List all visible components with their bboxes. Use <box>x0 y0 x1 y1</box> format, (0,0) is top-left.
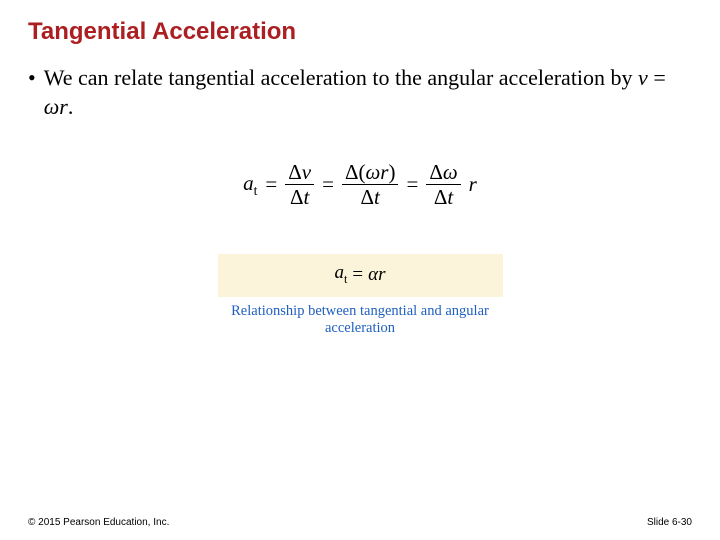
frac-3: Δω Δt <box>426 161 460 208</box>
var-omega-2: ω <box>443 160 458 184</box>
var-r-trail: r <box>469 172 477 197</box>
delta-4: Δ <box>361 185 375 209</box>
bullet-pre: We can relate tangential acceleration to… <box>44 65 638 90</box>
var-t-1: t <box>304 185 310 209</box>
slide-title: Tangential Acceleration <box>28 18 692 46</box>
slide-container: Tangential Acceleration • We can relate … <box>0 0 720 540</box>
eq-a: a <box>243 171 254 195</box>
box-eq: = <box>352 264 363 286</box>
box-a: a <box>334 262 344 283</box>
delta-3: Δ <box>345 160 359 184</box>
rp: ) <box>388 160 395 184</box>
bullet-text: We can relate tangential acceleration to… <box>44 64 692 121</box>
var-t-2: t <box>374 185 380 209</box>
bullet-marker: • <box>28 64 36 93</box>
eq-equals-3: = <box>406 172 418 197</box>
eq-sub-t: t <box>254 183 258 198</box>
eq-var-v: v <box>638 65 648 90</box>
eq-equals-1: = <box>265 172 277 197</box>
slide-footer: © 2015 Pearson Education, Inc. Slide 6-3… <box>28 517 692 528</box>
boxed-relation: at = αr Relationship between tangential … <box>218 254 503 337</box>
box-r: r <box>378 264 385 285</box>
delta-1: Δ <box>288 160 302 184</box>
eq-equals-2: = <box>322 172 334 197</box>
var-t-3: t <box>447 185 453 209</box>
delta-5: Δ <box>429 160 443 184</box>
var-v: v <box>302 160 311 184</box>
box-sub-t: t <box>344 272 347 286</box>
delta-2: Δ <box>290 185 304 209</box>
eq-var-r: r <box>59 94 68 119</box>
delta-6: Δ <box>434 185 448 209</box>
slide-number: Slide 6-30 <box>647 517 692 528</box>
bullet-period: . <box>68 94 74 119</box>
box-alpha: α <box>368 264 378 285</box>
var-omega-1: ω <box>365 160 380 184</box>
main-equation: at = Δv Δt = Δ(ωr) Δt = Δω Δt r <box>28 161 692 208</box>
copyright-text: © 2015 Pearson Education, Inc. <box>28 517 169 528</box>
bullet-item: • We can relate tangential acceleration … <box>28 64 692 121</box>
equation-caption: Relationship between tangential and angu… <box>218 303 503 337</box>
eq-equals: = <box>648 65 666 90</box>
boxed-equation: at = αr <box>218 254 503 297</box>
eq-var-omega: ω <box>44 94 60 119</box>
frac-1: Δv Δt <box>285 161 314 208</box>
frac-2: Δ(ωr) Δt <box>342 161 399 208</box>
